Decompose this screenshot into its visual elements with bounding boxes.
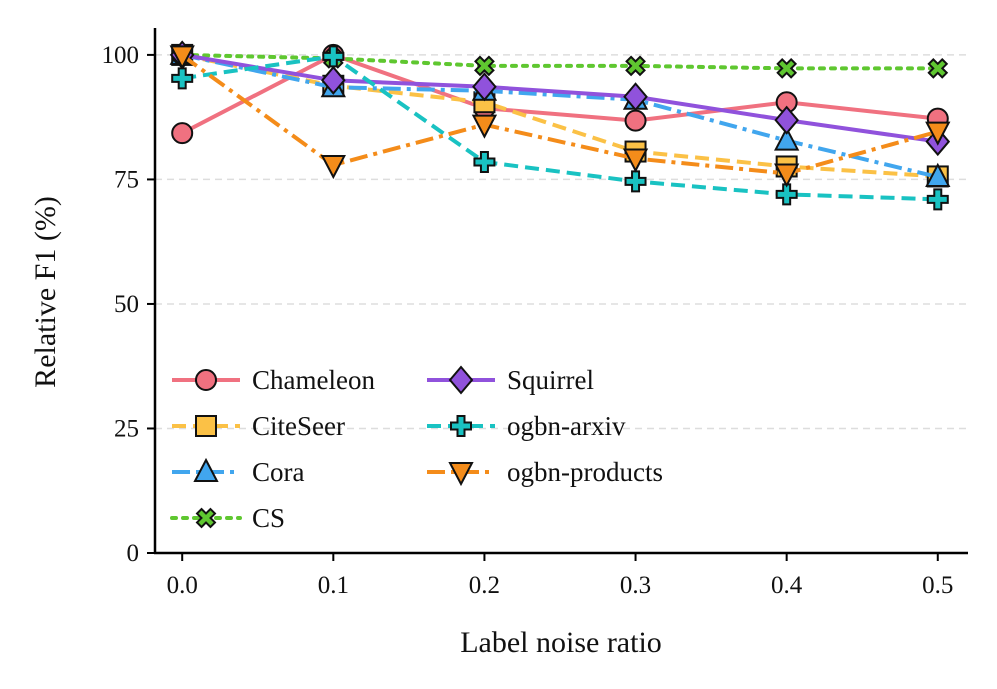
data-point	[774, 163, 800, 188]
legend-marker	[448, 462, 474, 487]
data-point	[774, 105, 799, 135]
data-point	[171, 122, 194, 145]
x-tick-label: 0.2	[469, 572, 500, 599]
data-point	[925, 162, 951, 187]
series-ogbn-products	[169, 45, 951, 188]
series-line	[181, 52, 939, 144]
data-point	[473, 150, 496, 173]
data-point	[474, 55, 495, 77]
data-point	[322, 45, 345, 68]
legend-label: CiteSeer	[252, 411, 345, 441]
data-point	[776, 57, 798, 79]
y-tick-label: 75	[114, 166, 139, 193]
legend-marker	[448, 365, 474, 395]
gridlines	[155, 54, 968, 430]
legend-marker	[193, 457, 219, 482]
data-point	[623, 82, 648, 112]
legend-label: Cora	[252, 457, 305, 487]
series-lines	[169, 40, 951, 211]
legend-label: Chameleon	[252, 365, 375, 395]
legend-marker	[195, 507, 217, 529]
data-point	[622, 148, 649, 173]
data-point	[169, 45, 195, 70]
legend-marker	[195, 415, 217, 437]
legend-label: ogbn-arxiv	[507, 411, 626, 441]
legend-entry: Cora	[172, 457, 305, 487]
y-tick-label: 0	[127, 540, 140, 567]
data-point	[320, 154, 346, 180]
data-point	[775, 183, 798, 206]
series-line	[181, 54, 938, 202]
data-point	[624, 170, 647, 193]
x-axis-label: Label noise ratio	[460, 626, 662, 659]
series-line	[181, 53, 939, 176]
legend-entry: ogbn-products	[427, 457, 663, 487]
y-tick-label: 25	[114, 415, 139, 442]
legend-entry: Squirrel	[427, 365, 594, 395]
legend-entry: ogbn-arxiv	[427, 411, 626, 441]
x-tick-label: 0.0	[167, 572, 198, 599]
data-point	[774, 126, 800, 151]
data-point	[171, 67, 194, 90]
legend-entry: CS	[170, 503, 285, 533]
series-ogbn-arxiv	[171, 45, 949, 211]
data-point	[625, 55, 646, 77]
data-point	[624, 109, 647, 132]
tick-labels: 0 25 50 75 100 0.0 0.1 0.2 0.3 0.4 0.5	[102, 42, 954, 599]
y-axis-label: Relative F1 (%)	[29, 196, 62, 388]
series-line	[181, 52, 939, 179]
data-point	[925, 121, 951, 146]
legend-label: CS	[252, 503, 285, 533]
x-tick-label: 0.4	[771, 572, 803, 599]
x-tick-label: 0.5	[922, 572, 953, 599]
x-tick-label: 0.1	[318, 572, 349, 599]
legend-label: Squirrel	[507, 365, 594, 395]
legend-entry: CiteSeer	[172, 411, 345, 441]
legend: Chameleon CiteSeer Cora CS Squirrel ogbn-arxi…	[170, 365, 663, 533]
data-point	[927, 57, 949, 79]
legend-label: ogbn-products	[507, 457, 663, 487]
data-point	[926, 188, 949, 211]
legend-marker	[195, 369, 217, 391]
series-squirrel	[169, 40, 951, 157]
data-point	[472, 72, 497, 102]
axes	[147, 28, 968, 561]
legend-entry: Chameleon	[172, 365, 375, 395]
data-point	[471, 114, 498, 139]
legend-marker	[450, 415, 472, 437]
series-line	[181, 52, 938, 135]
data-point	[321, 65, 346, 95]
y-tick-label: 50	[114, 291, 139, 318]
y-tick-label: 100	[102, 42, 140, 69]
series-line	[180, 52, 940, 71]
x-tick-label: 0.3	[620, 572, 651, 599]
